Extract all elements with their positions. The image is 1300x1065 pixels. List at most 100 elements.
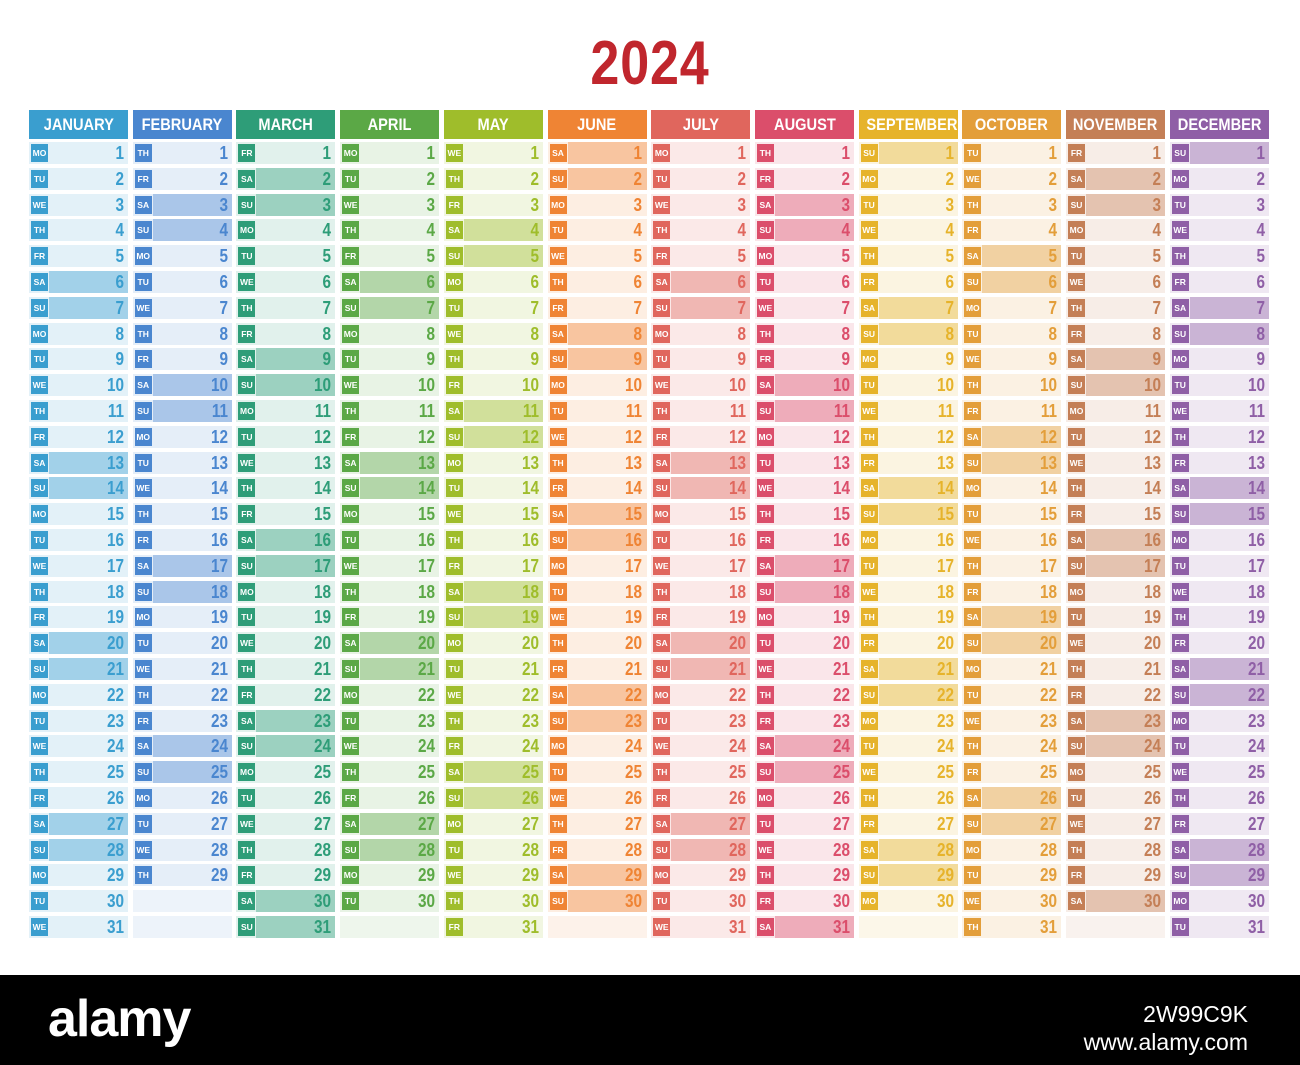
weekend-highlight [152,193,232,216]
weekday-label: SA [134,376,152,395]
day-background [962,167,1062,190]
day-background [962,451,1062,474]
day-list: MO 1 TU 2 WE 3 TH 4 FR 5 SA 6 SU 7 MO 8 TU 9 WE 10 TH 11 FR 12 S… [340,142,440,942]
weekday-label: MO [134,427,152,446]
weekday-label: TU [756,814,774,833]
weekend-highlight [49,812,128,835]
day-number: 28 [106,839,124,860]
day-background [340,425,440,448]
weekday-label: MO [549,376,567,395]
day-background [132,322,232,345]
weekday-label: WE [445,505,463,524]
day-cell: TH 8 [132,322,232,346]
day-number: 21 [106,659,124,679]
day-number: 16 [418,530,436,550]
day-cell: MO 27 [443,812,543,836]
day-number: 15 [1247,504,1265,525]
day-cell: SA 14 [858,477,958,500]
weekend-highlight [567,503,647,526]
day-number: 30 [1040,891,1058,912]
day-background [547,787,647,809]
day-background [547,606,647,629]
day-background [1169,142,1269,164]
day-number: 17 [314,555,332,576]
day-cell: SU 17 [236,554,336,578]
day-background [340,348,440,371]
day-cell: MO 29 [340,864,440,887]
weekday-label: WE [653,918,671,936]
day-number: 1 [322,143,332,163]
weekday-label: WE [31,376,48,395]
day-number: 3 [841,194,850,215]
weekday-label: MO [964,479,982,498]
day-background [754,735,854,758]
weekday-label: WE [1171,221,1189,240]
weekday-label: MO [445,814,463,833]
day-background [858,167,958,190]
day-cell: TU 6 [132,271,232,294]
day-background [547,554,647,577]
day-background [1066,554,1165,577]
day-number: 25 [729,762,747,783]
day-background [236,683,336,706]
day-number: 21 [625,659,643,679]
year-title: 2024 [590,29,710,98]
day-cell: SU 4 [754,219,854,242]
weekday-label: MO [342,324,360,343]
weekday-label: SA [31,273,48,291]
day-background [340,606,440,629]
weekend-highlight [878,864,958,887]
day-cell: WE 15 [443,503,543,526]
weekend-highlight [256,916,336,938]
weekday-label: SA [238,711,256,730]
weekday-label: FR [238,505,256,524]
day-background [1169,348,1269,371]
weekday-label: TH [238,660,256,678]
day-background [962,348,1062,371]
weekday-label: FR [31,427,48,446]
day-cell: TU 10 [858,374,958,397]
day-cell: SU 28 [651,838,751,862]
day-background [29,503,128,526]
day-cell: SA 24 [132,735,232,758]
day-number: 19 [521,607,539,628]
day-background [340,142,440,164]
day-number: 14 [832,478,850,499]
day-background [29,632,128,655]
day-background [858,787,958,809]
weekday-label: FR [653,789,671,807]
weekday-label: SU [1068,195,1085,214]
day-cell: SA 9 [1066,348,1165,371]
weekend-highlight [671,477,751,500]
day-number: 5 [115,246,124,267]
weekend-highlight [1086,167,1165,190]
day-cell: SA 26 [962,787,1062,810]
day-cell: TH 25 [29,761,128,784]
day-cell: SU 30 [547,890,647,913]
site-url-label: www.alamy.com [1083,1029,1248,1055]
day-background [29,322,128,345]
day-cell: WE 28 [754,838,854,862]
day-background [547,425,647,448]
day-cell: WE 10 [340,374,440,397]
weekday-label: SA [445,763,463,782]
day-background [1066,735,1165,758]
weekend-highlight [49,271,128,293]
weekday-label: SA [964,608,982,627]
day-number: 14 [314,478,332,499]
weekday-label: MO [653,685,671,704]
month-column: FEBRUARY TH 1 FR 2 SA 3 SU 4 MO 5 TU 6 WE 7 TH 8 FR 9 SA 10 S… [132,110,232,942]
day-background [962,554,1062,577]
weekday-label: SA [756,376,774,395]
day-background [858,193,958,216]
weekend-highlight [463,245,543,268]
weekday-label: FR [445,737,463,756]
day-number: 21 [936,659,954,679]
weekend-highlight [360,632,440,655]
day-background [340,271,440,293]
day-cell: MO 29 [29,864,128,887]
day-number: 26 [1040,788,1058,808]
day-number: 7 [1256,297,1265,318]
day-number: 22 [1247,684,1265,705]
day-number: 11 [522,401,539,421]
